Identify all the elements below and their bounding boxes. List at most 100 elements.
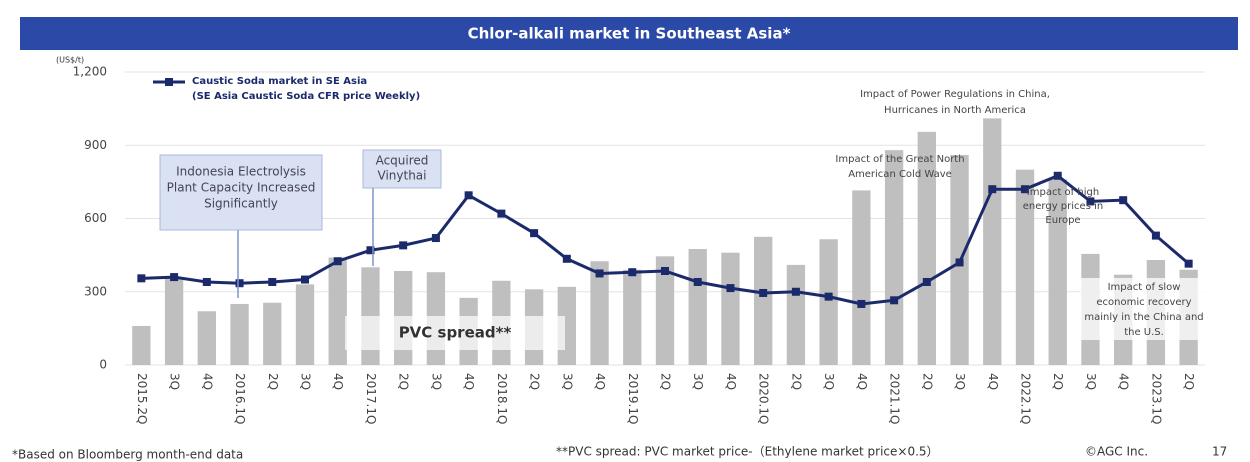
label-box xyxy=(1080,278,1205,340)
x-tick-label: 3Q xyxy=(168,373,182,390)
x-tick-label: 2018.1Q xyxy=(495,373,509,424)
x-tick-label: 3Q xyxy=(429,373,443,390)
x-tick-label: 4Q xyxy=(855,373,869,390)
legend-label: Caustic Soda market in SE Asia xyxy=(192,76,367,87)
bar xyxy=(590,261,609,365)
x-tick-label: 2Q xyxy=(1051,373,1065,390)
marker xyxy=(890,296,899,305)
marker xyxy=(431,234,440,243)
marker xyxy=(988,185,997,194)
marker xyxy=(857,299,866,308)
marker xyxy=(1086,197,1095,206)
y-tick-label: 600 xyxy=(84,211,107,225)
bar xyxy=(1048,179,1067,365)
annotation-box xyxy=(362,149,442,189)
marker xyxy=(661,266,669,275)
x-tick-label: 2Q xyxy=(1182,373,1196,390)
marker xyxy=(562,254,571,263)
annotation: Acquired xyxy=(376,154,429,168)
x-tick-label: 2019.1Q xyxy=(626,373,640,424)
copyright: ©AGC Inc. xyxy=(1085,445,1148,459)
marker xyxy=(955,258,964,267)
bar xyxy=(295,284,315,365)
bar xyxy=(197,311,216,365)
marker xyxy=(824,292,833,301)
bar xyxy=(983,118,1002,366)
bar xyxy=(917,131,936,365)
marker xyxy=(235,279,244,288)
y-unit: (US$/t) xyxy=(56,56,84,65)
x-tick-label: 4Q xyxy=(462,373,476,390)
annotation: Impact of high xyxy=(1027,187,1099,198)
marker xyxy=(726,284,735,293)
x-tick-label: 2016.1Q xyxy=(233,373,247,424)
marker xyxy=(791,287,800,296)
x-tick-label: 2020.1Q xyxy=(757,373,771,424)
bar xyxy=(884,150,904,365)
series-label: PVC spread** xyxy=(399,324,512,342)
bar xyxy=(819,239,838,365)
chart-title: Chlor-alkali market in Southeast Asia* xyxy=(468,25,791,43)
marker xyxy=(137,274,146,283)
bar xyxy=(688,249,707,365)
x-tick-label: 4Q xyxy=(986,373,1000,390)
marker xyxy=(366,246,375,255)
annotation: Plant Capacity Increased xyxy=(167,181,316,195)
marker xyxy=(1021,185,1029,194)
bar xyxy=(328,257,347,365)
annotation: Significantly xyxy=(204,197,278,211)
x-tick-label: 2Q xyxy=(397,373,411,390)
bar xyxy=(754,236,773,365)
legend-note: (SE Asia Caustic Soda CFR price Weekly) xyxy=(192,91,420,102)
label-box xyxy=(345,316,565,350)
marker xyxy=(759,288,768,297)
annotation: Indonesia Electrolysis xyxy=(176,165,306,179)
annotation: American Cold Wave xyxy=(848,169,952,180)
x-tick-label: 2017.1Q xyxy=(364,373,378,424)
marker xyxy=(595,269,604,278)
x-tick-label: 2022.1Q xyxy=(1019,373,1033,424)
x-tick-label: 3Q xyxy=(560,373,574,390)
annotation: economic recovery xyxy=(1096,297,1191,308)
marker xyxy=(693,277,702,286)
marker xyxy=(1119,196,1128,205)
y-tick-label: 900 xyxy=(84,138,107,152)
marker xyxy=(301,275,309,284)
annotation: the U.S. xyxy=(1124,327,1164,338)
bar xyxy=(164,277,184,365)
marker xyxy=(1184,259,1193,268)
x-tick-label: 2Q xyxy=(266,373,280,390)
x-tick-label: 3Q xyxy=(1084,373,1098,390)
annotation: Vinythai xyxy=(378,169,427,183)
marker xyxy=(628,268,637,277)
marker xyxy=(202,277,211,286)
bar xyxy=(263,302,282,365)
annotation: Europe xyxy=(1045,215,1080,226)
footnote: *Based on Bloomberg month-end data xyxy=(12,448,243,462)
title-bar xyxy=(20,17,1238,50)
bar xyxy=(230,303,249,365)
annotation: energy prices in xyxy=(1023,201,1103,212)
annotations: PVC spread** Caustic Soda market in SE As… xyxy=(153,76,1205,350)
x-tick-label: 2Q xyxy=(659,373,673,390)
marker xyxy=(170,273,179,282)
x-tick-label: 4Q xyxy=(724,373,738,390)
x-tick-label: 2Q xyxy=(789,373,803,390)
x-tick-label: 4Q xyxy=(593,373,607,390)
x-tick-label: 4Q xyxy=(1117,373,1131,390)
x-tick-label: 4Q xyxy=(200,373,214,390)
bar xyxy=(721,252,740,365)
marker xyxy=(464,191,473,200)
marker xyxy=(333,257,342,266)
marker xyxy=(399,241,408,250)
marker xyxy=(1151,231,1160,240)
y-tick-label: 300 xyxy=(84,284,107,298)
x-tick-label: 2Q xyxy=(920,373,934,390)
x-tick-label: 3Q xyxy=(822,373,836,390)
marker xyxy=(530,229,539,238)
bar xyxy=(623,269,642,365)
annotation: Impact of Power Regulations in China, xyxy=(860,89,1050,100)
annotation-box xyxy=(159,154,323,231)
legend-marker xyxy=(165,78,173,86)
